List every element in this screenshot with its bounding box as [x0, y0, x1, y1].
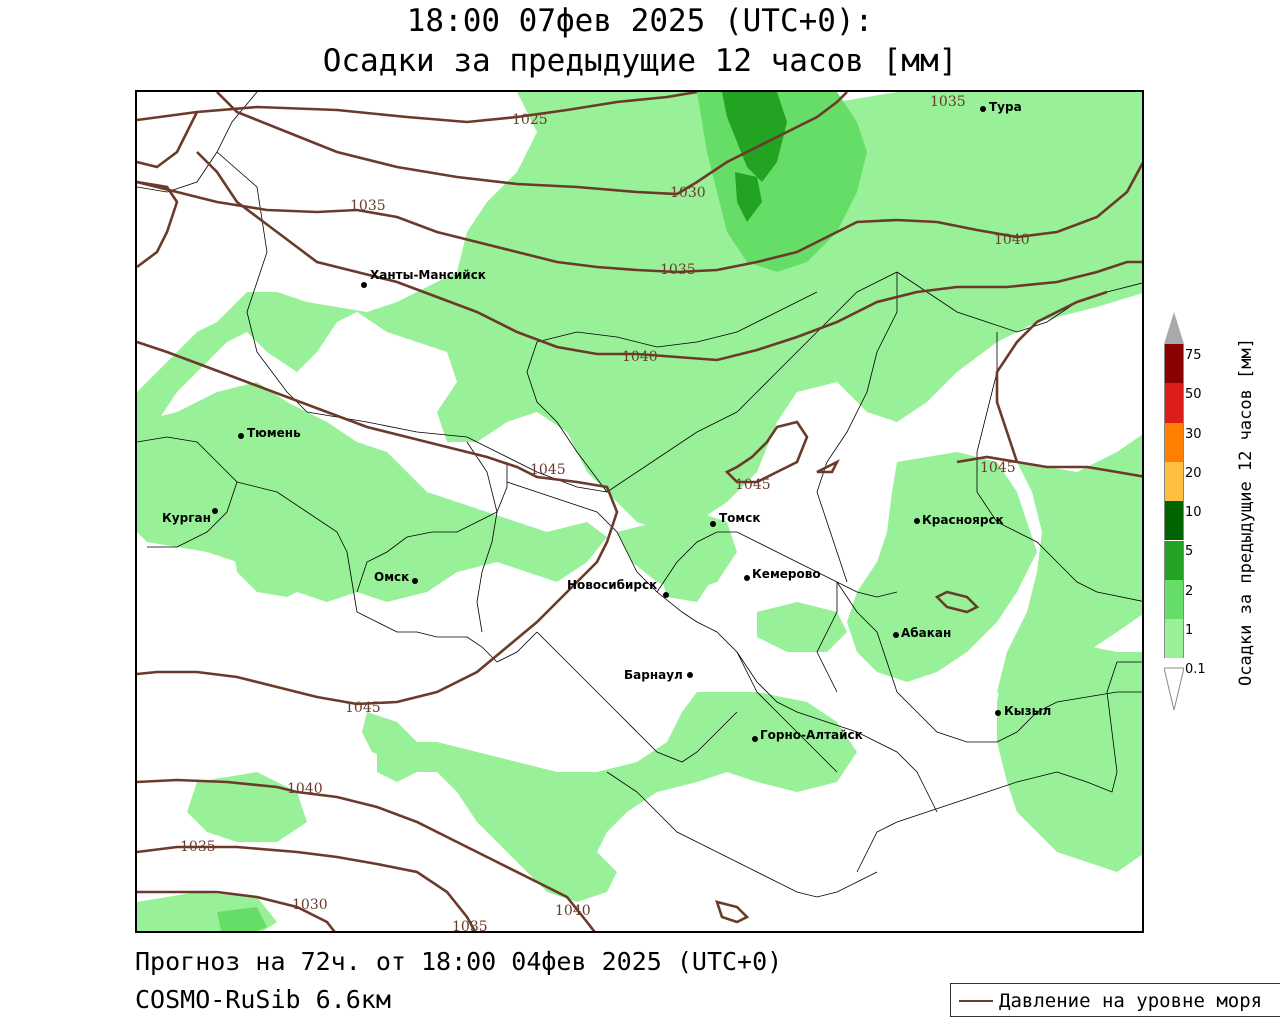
isobar-label: 1035	[350, 198, 386, 214]
map-title-variable: Осадки за предыдущие 12 часов [мм]	[322, 43, 958, 79]
city-dot	[744, 575, 750, 581]
colorbar-tick: 75	[1185, 348, 1202, 363]
colorbar-segment	[1164, 501, 1184, 541]
map-title-time: 18:00 07фев 2025 (UTC+0):	[406, 3, 874, 39]
city-gorno-altaysk: Горно-Алтайск	[752, 728, 863, 742]
colorbar-segment	[1164, 344, 1184, 384]
colorbar-tick: 20	[1185, 466, 1202, 481]
isobar-label: 1040	[287, 781, 323, 797]
city-dot	[980, 106, 986, 112]
city-label: Тура	[989, 100, 1022, 114]
admin-boundaries	[137, 92, 1142, 898]
colorbar-tick: 0.1	[1185, 662, 1206, 677]
isobar-label: 1040	[555, 903, 591, 919]
city-tura: Тура	[980, 100, 1022, 114]
colorbar-svg	[1163, 312, 1185, 711]
city-label: Курган	[162, 511, 211, 525]
colorbar-tick: 2	[1185, 584, 1194, 599]
isobar-label: 1045	[530, 462, 566, 478]
colorbar-tick: 50	[1185, 387, 1202, 402]
isobar-label: 1045	[735, 477, 771, 493]
city-dot	[893, 632, 899, 638]
isobar-label: 1030	[670, 185, 706, 201]
isobar-label: 1035	[180, 839, 216, 855]
city-dot	[687, 672, 693, 678]
colorbar-segment	[1164, 422, 1184, 462]
colorbar-tick: 1	[1185, 623, 1194, 638]
pressure-legend-label: Давление на уровне моря	[999, 990, 1263, 1012]
isobar-label: 1040	[622, 349, 658, 365]
pressure-legend: Давление на уровне моря	[950, 983, 1280, 1017]
city-label: Абакан	[901, 626, 952, 640]
isobar-label: 1035	[930, 94, 966, 110]
city-label: Горно-Алтайск	[760, 728, 863, 742]
city-dot	[710, 521, 716, 527]
colorbar-tick: 30	[1185, 427, 1202, 442]
city-tomsk: Томск	[710, 511, 761, 527]
colorbar-segment	[1164, 540, 1184, 580]
city-dot	[212, 508, 218, 514]
city-label: Томск	[719, 511, 761, 525]
isobar-label: 1045	[345, 700, 381, 716]
city-dot	[663, 592, 669, 598]
isobars	[137, 92, 1142, 931]
isobar-label: 1035	[660, 262, 696, 278]
city-dot	[238, 433, 244, 439]
colorbar-segment	[1164, 619, 1184, 659]
city-barnaul: Барнаул	[624, 668, 693, 682]
isobar-label: 1025	[512, 112, 548, 128]
city-omsk: Омск	[374, 570, 418, 584]
colorbar-tick: 10	[1185, 505, 1202, 520]
forecast-info: Прогноз на 72ч. от 18:00 04фев 2025 (UTC…	[135, 947, 783, 976]
precip-light-areas	[137, 92, 1142, 931]
city-dot	[361, 282, 367, 288]
colorbar-segment	[1164, 461, 1184, 502]
city-kyzyl: Кызыл	[995, 704, 1051, 718]
colorbar-segment	[1164, 383, 1184, 423]
city-dot	[752, 736, 758, 742]
city-label: Новосибирск	[567, 578, 658, 592]
city-novosibirsk: Новосибирск	[567, 578, 669, 598]
city-label: Барнаул	[624, 668, 683, 682]
isobar-label: 1035	[452, 919, 488, 933]
city-dot	[412, 578, 418, 584]
map-layers	[137, 92, 1142, 931]
city-tyumen: Тюмень	[238, 426, 301, 440]
city-label: Омск	[374, 570, 410, 584]
isobar-label: 1045	[980, 460, 1016, 476]
city-krasnoyarsk: Красноярск	[914, 513, 1004, 527]
colorbar-label: Осадки за предыдущие 12 часов [мм]	[1236, 338, 1256, 686]
city-label: Кемерово	[752, 567, 821, 581]
city-dot	[995, 710, 1001, 716]
city-label: Кызыл	[1004, 704, 1052, 718]
city-label: Красноярск	[922, 513, 1004, 527]
isobar-label: 1030	[292, 897, 328, 913]
model-name: COSMO-RuSib 6.6км	[135, 985, 391, 1014]
precip-heavy-areas	[722, 92, 787, 222]
colorbar-tick: 5	[1185, 544, 1194, 559]
precip-colorbar	[1163, 312, 1185, 712]
city-abakan: Абакан	[893, 626, 951, 640]
city-label: Ханты-Мансийск	[370, 268, 486, 282]
pressure-legend-line-icon	[959, 1000, 993, 1002]
city-label: Тюмень	[247, 426, 301, 440]
precipitation-map: 1025 1030 1035 1035 1035 1040 1040 1045 …	[135, 90, 1144, 933]
city-kurgan: Курган	[162, 508, 218, 525]
city-kemerovo: Кемерово	[743, 567, 821, 581]
colorbar-segment	[1164, 579, 1184, 620]
colorbar-bottom-triangle	[1163, 667, 1185, 711]
city-dot	[914, 518, 920, 524]
colorbar-top-triangle	[1164, 312, 1184, 344]
city-khanty-mansiysk: Ханты-Мансийск	[361, 268, 486, 288]
isobar-label: 1040	[994, 232, 1030, 248]
